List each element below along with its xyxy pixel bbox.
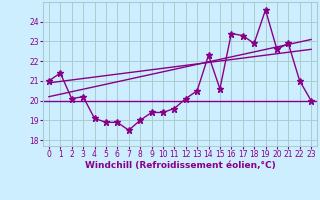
X-axis label: Windchill (Refroidissement éolien,°C): Windchill (Refroidissement éolien,°C) — [84, 161, 276, 170]
